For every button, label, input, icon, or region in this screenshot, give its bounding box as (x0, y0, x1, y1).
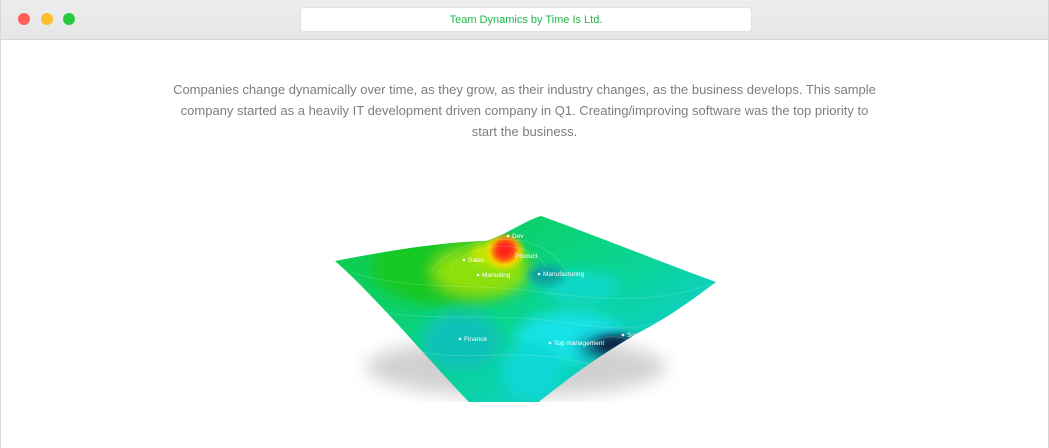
intro-paragraph: Companies change dynamically over time, … (173, 82, 876, 139)
map-label-top-management: Top management (548, 340, 604, 347)
map-label-manufacturing: Manufacturing (537, 271, 585, 278)
window-titlebar: Team Dynamics by Time Is Ltd. (1, 0, 1048, 40)
map-label-sales: Sales (462, 257, 485, 264)
map-label-marketing: Marketing (476, 272, 511, 279)
map-label-dev-text: Dev (512, 233, 524, 240)
map-label-manufacturing-text: Manufacturing (543, 271, 585, 278)
address-bar[interactable]: Team Dynamics by Time Is Ltd. (301, 8, 751, 31)
maximize-window-icon[interactable] (63, 13, 75, 25)
minimize-window-icon[interactable] (41, 13, 53, 25)
map-label-marketing-text: Marketing (482, 272, 511, 279)
team-dynamics-surface-map[interactable]: Dev Product Sales Marketing Manufacturin… (331, 172, 721, 402)
map-label-support-text: Support (627, 332, 650, 339)
map-label-support: Support (621, 332, 650, 339)
map-label-dev: Dev (506, 233, 524, 240)
map-label-top-management-text: Top management (554, 340, 604, 347)
map-label-finance-text: Finance (464, 336, 488, 343)
close-window-icon[interactable] (18, 13, 30, 25)
surface-map-svg: Dev Product Sales Marketing Manufacturin… (335, 216, 716, 402)
page-content: Companies change dynamically over time, … (1, 40, 1048, 448)
map-label-product: Product (515, 253, 538, 260)
map-label-sales-text: Sales (468, 257, 485, 264)
map-label-finance: Finance (458, 336, 488, 343)
map-label-product-text: Product (515, 253, 538, 260)
